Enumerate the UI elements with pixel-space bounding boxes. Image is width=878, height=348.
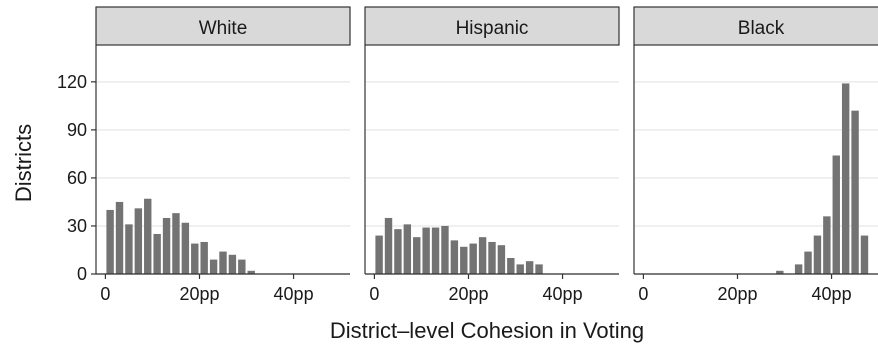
bar [228, 254, 237, 274]
x-tick-label: 0 [369, 284, 379, 304]
x-tick-label: 0 [100, 284, 110, 304]
bar [413, 237, 421, 274]
bar [478, 237, 487, 274]
y-tick-label: 30 [67, 216, 87, 236]
x-tick-label: 40pp [812, 284, 852, 304]
bar [431, 227, 440, 274]
y-tick-label: 60 [67, 168, 87, 188]
y-tick-label: 120 [57, 72, 87, 92]
facet-label: White [199, 18, 248, 39]
bar [851, 110, 859, 274]
bar [823, 216, 831, 274]
bar [125, 224, 133, 274]
bar [247, 270, 255, 274]
bar [375, 235, 383, 274]
bar [106, 209, 114, 274]
bar [507, 257, 515, 274]
bar [403, 224, 412, 274]
facet-strip [364, 6, 620, 46]
bar [813, 235, 822, 274]
bar [384, 217, 393, 274]
x-tick-label: 20pp [717, 284, 757, 304]
bar [860, 235, 869, 274]
x-tick-label: 40pp [274, 284, 314, 304]
bar [525, 261, 534, 274]
panels: White 0 20pp 40pp Hispanic 0 20pp 40pp Black 0 20p… [95, 6, 878, 304]
bar [200, 241, 208, 274]
bar [535, 264, 543, 274]
bar [488, 241, 496, 274]
bar [191, 243, 199, 274]
x-tick-label: 20pp [448, 284, 488, 304]
x-tick-label: 20pp [179, 284, 219, 304]
bar [209, 259, 218, 274]
facet-strip [633, 6, 878, 46]
bar [115, 201, 124, 274]
bar [134, 208, 143, 274]
bar [841, 83, 850, 274]
bar [422, 227, 430, 274]
bar [832, 155, 840, 274]
panel-black: Black 0 20pp 40pp [633, 6, 878, 304]
panel-hispanic: Hispanic 0 20pp 40pp [364, 6, 620, 304]
bar [804, 251, 812, 274]
facet-label: Black [738, 18, 785, 39]
facet-strip [95, 6, 351, 46]
x-axis-title: District–level Cohesion in Voting [330, 318, 644, 343]
bar [441, 225, 449, 274]
bar [394, 229, 402, 274]
bar [516, 264, 524, 274]
bar [238, 259, 246, 274]
y-tick-label: 90 [67, 120, 87, 140]
bar [181, 222, 190, 274]
facet-label: Hispanic [456, 18, 529, 39]
bar [497, 245, 506, 274]
bar [460, 246, 468, 274]
bar [162, 217, 171, 274]
bar [219, 251, 227, 274]
bar [172, 213, 180, 274]
bar [450, 240, 459, 274]
y-tick-label: 0 [77, 264, 87, 284]
y-axis-title: Districts [11, 124, 36, 202]
bar [794, 264, 803, 274]
bar [469, 243, 477, 274]
panel-white: White 0 20pp 40pp [95, 6, 351, 304]
x-tick-label: 40pp [543, 284, 583, 304]
bar [776, 270, 784, 274]
bar [153, 233, 161, 274]
bar [144, 198, 152, 274]
x-tick-label: 0 [638, 284, 648, 304]
y-axis: 0 30 60 90 120 [57, 72, 96, 284]
